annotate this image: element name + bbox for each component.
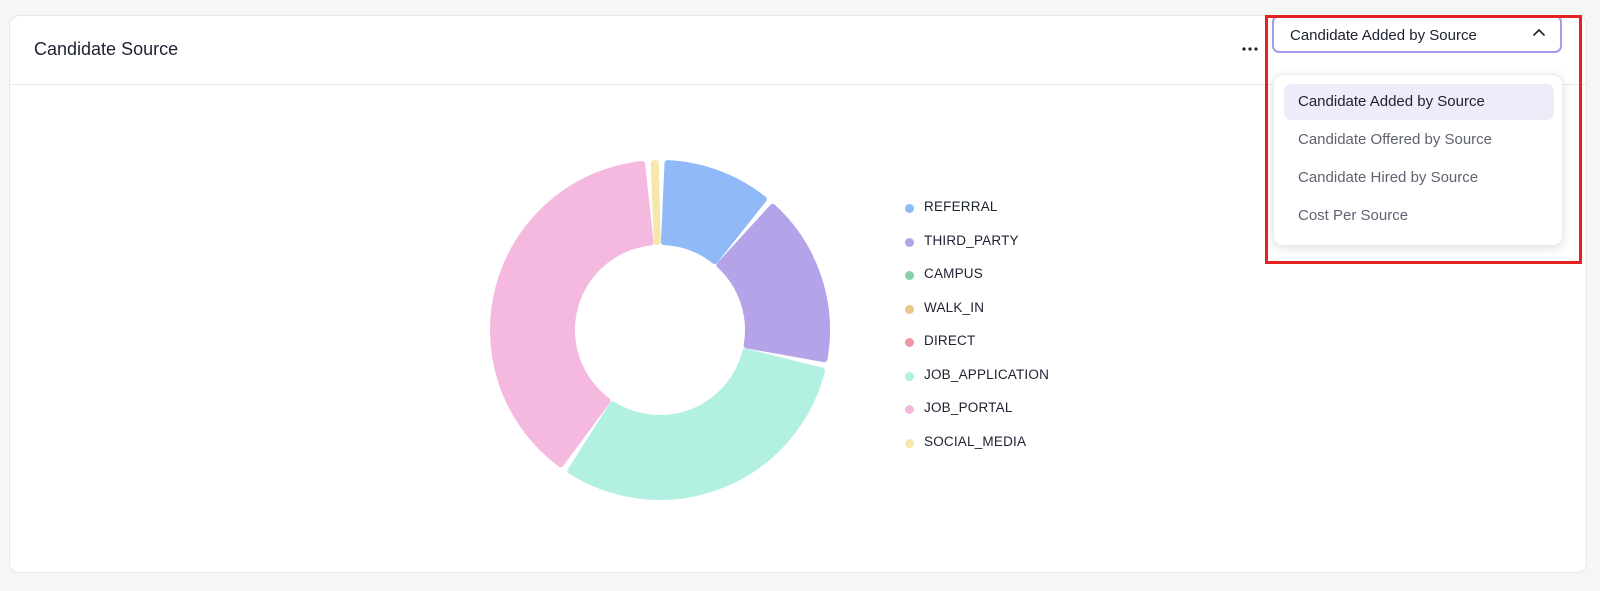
legend-dot [905,271,914,280]
dropdown-option-cost-per-source[interactable]: Cost Per Source [1298,207,1409,224]
legend-dot [905,338,914,347]
legend-dot [905,438,914,448]
legend-label: JOB_PORTAL [924,400,1013,415]
legend-dot [905,304,914,314]
slice-social-media[interactable] [650,160,661,246]
chevron-up-icon [1533,29,1545,36]
dropdown-option-hired-by-source[interactable]: Candidate Hired by Source [1298,169,1479,186]
slice-third-party[interactable] [716,203,830,363]
legend-label: JOB_APPLICATION [924,366,1050,382]
legend-label: CAMPUS [924,266,983,281]
legend-dot [905,237,914,247]
chart-type-select[interactable]: Candidate Added by Source [1272,15,1562,53]
more-horizontal-icon [1242,47,1258,51]
slice-job-application[interactable] [567,348,825,500]
chart-type-select-value: Candidate Added by Source [1290,27,1477,44]
legend-dot [905,371,914,381]
legend-label: WALK_IN [924,299,985,315]
slice-job-portal[interactable] [490,160,654,468]
legend-label: DIRECT [924,333,976,348]
chart-type-dropdown: Candidate Added by Source Candidate Offe… [1273,74,1563,246]
legend-dot [905,204,914,213]
legend-dot [905,405,914,414]
card-header: Candidate Source [10,16,1586,85]
card-title: Candidate Source [34,39,179,59]
legend-label: SOCIAL_MEDIA [924,433,1027,449]
dropdown-option-added-by-source[interactable]: Candidate Added by Source [1284,84,1554,120]
legend-label: REFERRAL [924,199,998,214]
more-options-button[interactable] [1235,34,1265,64]
legend-label: THIRD_PARTY [924,232,1019,248]
slice-referral[interactable] [660,160,767,265]
dropdown-option-offered-by-source[interactable]: Candidate Offered by Source [1298,131,1493,148]
